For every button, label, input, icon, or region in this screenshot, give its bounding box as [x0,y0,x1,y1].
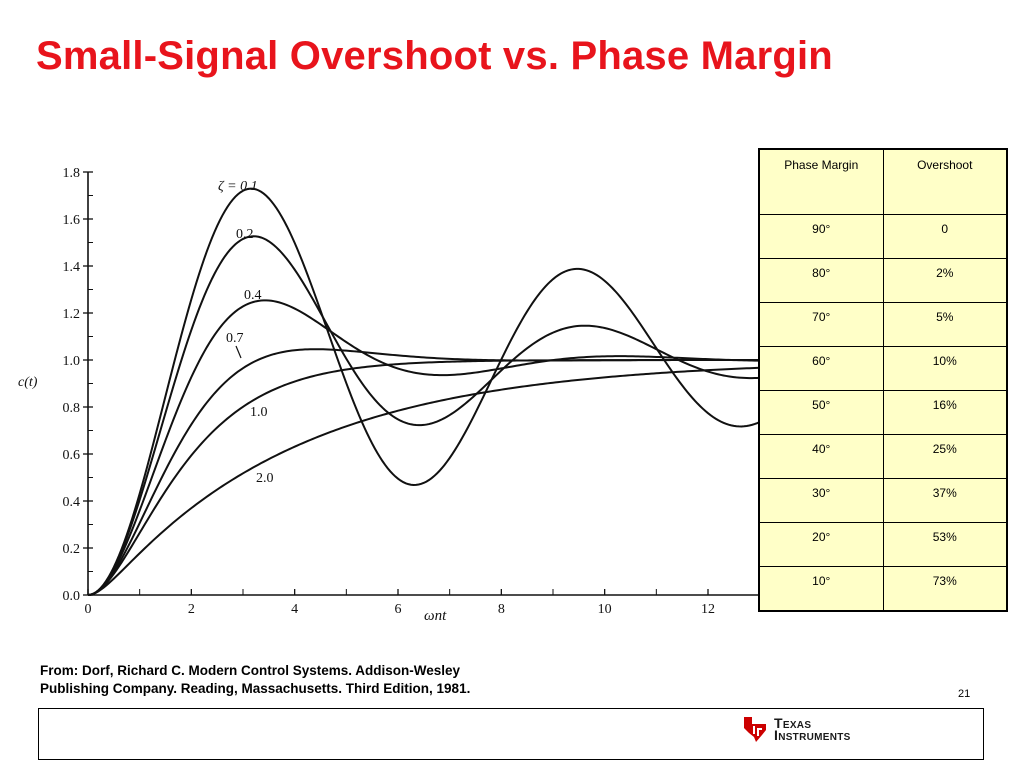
ti-word-texas: Texas [774,715,812,731]
series-line-5 [87,366,768,596]
x-tick-label: 10 [598,602,612,617]
phase-margin-cell: 40° [758,434,884,479]
x-ticks: 0 2 4 6 8 10 12 [85,589,761,617]
table-row: 50° 16% [758,390,1008,435]
series-line-0 [87,187,768,596]
overshoot-cell: 25% [882,434,1008,479]
series-label: 0.4 [244,288,262,303]
ti-logo: Texas Instruments [742,715,851,743]
y-ticks: 0.0 0.2 0.4 0.6 0.8 1.0 1.2 1.4 1.6 1.8 [63,166,93,604]
x-tick-label: 2 [188,602,195,617]
series-label: 1.0 [250,405,268,420]
series-labels: ζ = 0.1 0.2 0.4 0.7 1.0 2.0 [218,179,274,486]
y-tick-label: 0.0 [63,589,81,604]
y-tick-label: 0.4 [63,495,81,510]
x-axis-label: ωnt [424,608,447,624]
source-line: From: Dorf, Richard C. Modern Control Sy… [40,663,461,678]
phase-margin-cell: 10° [758,566,884,612]
table-row: 90° 0 [758,214,1008,259]
series-line-2 [87,299,768,596]
phase-margin-table: Phase Margin Overshoot 90° 0 80° 2% 70° … [758,148,1008,612]
y-tick-label: 1.8 [63,166,81,181]
phase-margin-cell: 80° [758,258,884,303]
series-label: 0.2 [236,227,254,242]
y-tick-label: 1.2 [63,307,81,322]
slide-title: Small-Signal Overshoot vs. Phase Margin [36,34,833,78]
label-pointer [235,345,242,359]
y-tick-label: 1.4 [63,260,81,275]
table-row: 40° 25% [758,434,1008,479]
table-row: 60° 10% [758,346,1008,391]
series-line-3 [87,348,768,596]
source-citation: From: Dorf, Richard C. Modern Control Sy… [40,662,470,698]
phase-margin-cell: 20° [758,522,884,567]
y-tick-label: 1.0 [63,354,81,369]
series-label: ζ = 0.1 [218,179,258,194]
phase-margin-cell: 90° [758,214,884,259]
overshoot-cell: 16% [882,390,1008,435]
overshoot-cell: 53% [882,522,1008,567]
overshoot-cell: 2% [882,258,1008,303]
phase-margin-cell: 60° [758,346,884,391]
footer-box [38,708,984,760]
series-curves [87,187,768,596]
ti-wordmark: Texas Instruments [774,715,851,743]
step-response-chart: 0.0 0.2 0.4 0.6 0.8 1.0 1.2 1.4 1.6 1.8 0 2 4 6 8 10 12… [18,166,770,624]
overshoot-cell: 10% [882,346,1008,391]
phase-margin-cell: 70° [758,302,884,347]
table-row: 70° 5% [758,302,1008,347]
y-tick-label: 0.2 [63,542,81,557]
overshoot-cell: 37% [882,478,1008,523]
source-line: Publishing Company. Reading, Massachuset… [40,681,471,696]
header-overshoot: Overshoot [882,148,1008,215]
x-tick-label: 12 [701,602,715,617]
y-tick-label: 1.6 [63,213,81,228]
y-tick-label: 0.8 [63,401,81,416]
x-tick-label: 8 [498,602,505,617]
x-tick-label: 6 [395,602,402,617]
series-line-1 [87,235,768,596]
x-tick-label: 0 [85,602,92,617]
table-row: 30° 37% [758,478,1008,523]
y-axis-label: c(t) [18,375,38,390]
series-label: 2.0 [256,471,274,486]
table-row: 20° 53% [758,522,1008,567]
overshoot-cell: 5% [882,302,1008,347]
header-phase-margin: Phase Margin [758,148,884,215]
y-tick-label: 0.6 [63,448,81,463]
table-row: 10° 73% [758,566,1008,612]
overshoot-cell: 73% [882,566,1008,612]
texas-state-icon [744,717,766,742]
table-row: 80° 2% [758,258,1008,303]
page-number: 21 [958,688,971,700]
overshoot-cell: 0 [882,214,1008,259]
phase-margin-cell: 30° [758,478,884,523]
series-line-4 [87,359,768,596]
table-header-row: Phase Margin Overshoot [758,148,1008,215]
series-label: 0.7 [226,331,244,346]
x-tick-label: 4 [291,602,298,617]
phase-margin-cell: 50° [758,390,884,435]
ti-word-instruments: Instruments [774,727,851,743]
